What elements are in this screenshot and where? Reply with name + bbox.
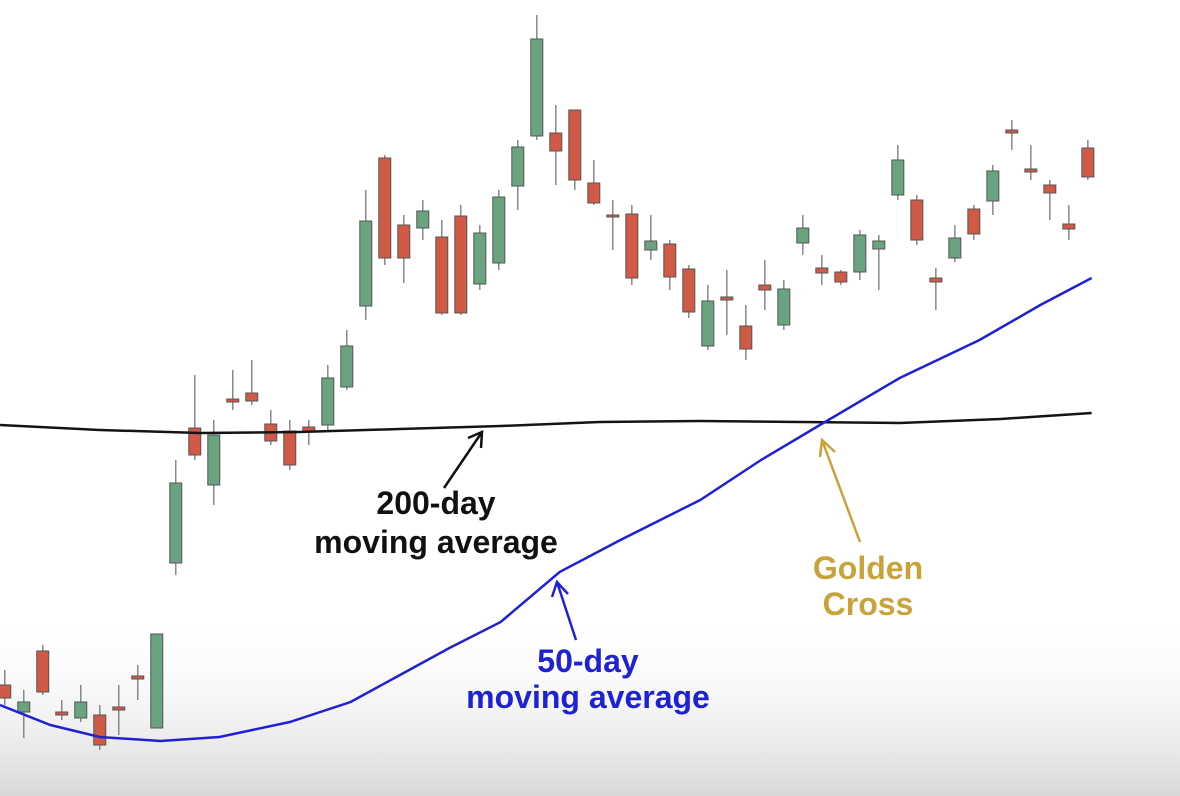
candle-body: [321, 377, 335, 426]
annotation-50: 50-day moving average: [466, 579, 710, 715]
candle-body: [1062, 223, 1076, 230]
bottom-shade: [0, 610, 1180, 796]
candle-body: [207, 434, 221, 486]
moving-average-line: [0, 276, 1093, 743]
candle-body: [378, 157, 392, 259]
candle-body: [169, 482, 183, 564]
candle-body: [245, 392, 259, 402]
candle-body: [625, 213, 639, 279]
candle-body: [93, 714, 107, 746]
candle-body: [1005, 129, 1019, 134]
annotation-text: moving average: [314, 524, 558, 560]
candle-body: [1043, 184, 1057, 194]
candle-body: [891, 159, 905, 196]
candle-body: [397, 224, 411, 259]
candle-body: [530, 38, 544, 137]
candle-body: [283, 430, 297, 466]
candle-body: [948, 237, 962, 259]
candle-body: [188, 427, 202, 456]
candle-body: [549, 132, 563, 152]
candle-body: [929, 277, 943, 283]
annotation-text: Golden: [813, 550, 923, 586]
annotation-text: moving average: [466, 679, 710, 715]
candle-body: [910, 199, 924, 241]
candle-body: [872, 240, 886, 250]
candle-body: [17, 701, 31, 713]
candle-body: [815, 267, 829, 274]
arrow: [442, 430, 484, 489]
candle-body: [340, 345, 354, 388]
annotation-200: 200-day moving average: [314, 430, 558, 560]
candle-body: [150, 633, 164, 729]
annotation-text: 50-day: [537, 643, 639, 679]
moving-average-line: [0, 411, 1092, 435]
candle-body: [454, 215, 468, 314]
candle-body: [416, 210, 430, 229]
candle-body: [701, 300, 715, 347]
candle-body: [435, 236, 449, 314]
candle-body: [853, 234, 867, 273]
candle-body: [226, 398, 240, 403]
annotation-text: 200-day: [376, 485, 495, 521]
candle-body: [739, 325, 753, 350]
candle-body: [777, 288, 791, 326]
candle-body: [492, 196, 506, 264]
candle-body: [131, 675, 145, 680]
candle-body: [606, 214, 620, 218]
candle-body: [644, 240, 658, 251]
candle-body: [1024, 168, 1038, 173]
candle-body: [74, 701, 88, 719]
arrow: [550, 579, 578, 641]
candle-body: [359, 220, 373, 307]
candle-body: [55, 711, 69, 716]
arrow: [818, 437, 862, 543]
candle-body: [720, 296, 734, 301]
candle-body: [986, 170, 1000, 202]
candle-body: [587, 182, 601, 204]
candle-body: [682, 268, 696, 313]
candle-body: [473, 232, 487, 285]
candle-body: [758, 284, 772, 291]
plot: [0, 15, 1095, 750]
annotation-golden: Golden Cross: [813, 437, 923, 622]
annotation-text: Cross: [823, 586, 914, 622]
candle-body: [568, 109, 582, 181]
candle-body: [0, 684, 12, 699]
candle-body: [36, 650, 50, 693]
candle-body: [834, 271, 848, 283]
candle-body: [1081, 147, 1095, 178]
candle-body: [663, 243, 677, 278]
candle-body: [967, 208, 981, 235]
candle-body: [112, 706, 126, 711]
candle-body: [796, 227, 810, 244]
candle-body: [511, 146, 525, 187]
